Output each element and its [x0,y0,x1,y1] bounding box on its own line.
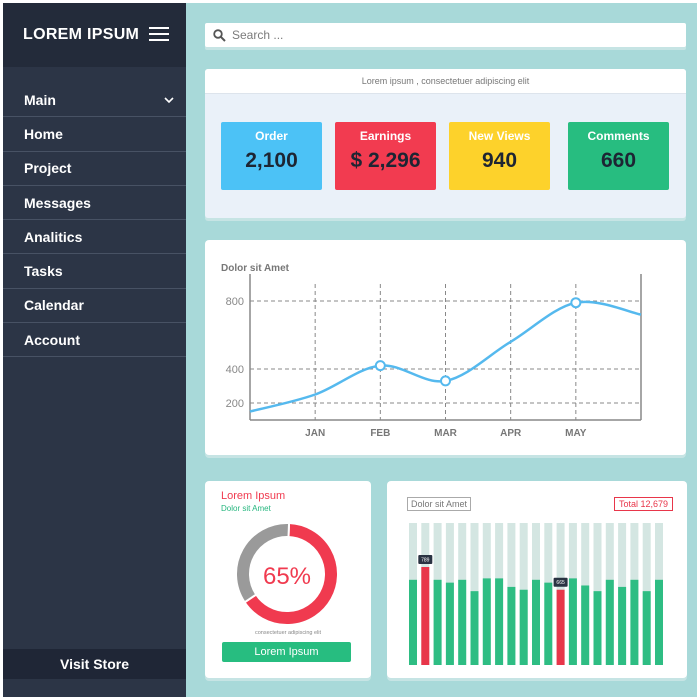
stat-value: 660 [600,149,637,172]
sidebar-item-label: Account [24,331,80,348]
bar [544,582,553,665]
stat-card-earnings[interactable]: Earnings $ 2,296 [335,122,436,190]
bar [409,579,417,665]
donut-subtitle: Dolor sit Amet [221,504,271,513]
bar [568,578,577,665]
data-point [374,360,386,372]
sidebar-item-label: Calendar [24,297,84,314]
visit-store-button[interactable]: Visit Store [3,649,186,679]
search-bar [205,23,686,47]
line-chart-title: Dolor sit Amet [221,263,289,274]
bar [581,585,590,665]
donut-action-button[interactable]: Lorem Ipsum [222,642,351,662]
bar-tooltip-label: 665 [556,580,565,586]
sidebar-item-label: Main [24,91,56,108]
sidebar-item-analitics[interactable]: Analitics [3,220,186,255]
x-tick-label: FEB [370,428,390,439]
chevron-down-icon [164,97,174,104]
sidebar-item-account[interactable]: Account [3,323,186,358]
bar [630,579,639,665]
bar [458,579,467,665]
donut-note: consectetuer adipiscing elit [254,630,322,636]
sidebar-item-label: Project [24,160,72,177]
donut-slice [235,522,291,604]
bar [618,586,627,665]
bar [655,579,663,665]
hamburger-menu-icon[interactable] [149,27,169,41]
bar [421,567,430,665]
y-tick-label: 200 [226,398,244,410]
stat-card-new-views[interactable]: New Views 940 [449,122,550,190]
stats-header: Lorem ipsum , consectetuer adipiscing el… [205,69,686,94]
stat-label: New Views [468,129,531,143]
stat-card-order[interactable]: Order 2,100 [221,122,322,190]
data-point [440,375,451,387]
sidebar-item-label: Home [24,125,63,142]
brand-title: LOREM IPSUM [23,26,140,43]
bar [519,589,528,665]
sidebar-nav: Main Home Project Messages Analitics Tas… [3,83,186,358]
line-chart-card: Dolor sit Amet JAN FEB MAR APR MAY 200 400 800 [205,240,686,455]
bar [556,589,565,665]
bar [532,579,540,665]
sidebar-item-label: Messages [24,194,91,211]
brand-bar: LOREM IPSUM [3,3,186,67]
data-point [570,297,582,309]
donut-chart: 65% [235,521,339,626]
bar-chart: 789 665 [409,523,663,665]
stat-label: Comments [587,129,650,143]
bar-tooltip [553,577,568,587]
x-tick-label: MAR [434,428,458,439]
bar [593,591,602,665]
x-tick-label: JAN [305,428,325,439]
bar [433,579,442,665]
y-tick-label: 400 [226,364,244,376]
bar-tooltip-label: 789 [421,558,430,564]
search-input[interactable] [232,28,672,42]
y-tick-label: 800 [226,296,244,308]
stat-label: Earnings [359,129,412,143]
bar-tooltip [418,555,433,565]
donut-percent-label: 65% [263,563,311,590]
stat-label: Order [255,129,288,143]
bar [605,579,614,665]
donut-card: Lorem Ipsum Dolor sit Amet 65% consectet… [205,481,371,678]
sidebar-item-label: Tasks [24,263,63,280]
stats-panel: Lorem ipsum , consectetuer adipiscing el… [205,69,686,218]
stat-card-comments[interactable]: Comments 660 [568,122,669,190]
bar [445,582,454,665]
dashboard: LOREM IPSUM Main Home Project Messages A… [3,3,697,697]
line-chart: JAN FEB MAR APR MAY 200 400 800 [226,274,642,439]
bar [642,591,651,665]
sidebar-item-project[interactable]: Project [3,152,186,186]
stat-value: 940 [481,149,518,172]
bar [495,578,504,665]
stat-value: 2,100 [245,149,298,172]
bar-chart-card: 789 665 Dolor sit Amet Total 12,679 [387,481,687,678]
search-icon [213,28,226,42]
bar [482,578,491,665]
stat-value: $ 2,296 [350,149,421,172]
x-tick-label: MAY [565,428,587,439]
donut-title: Lorem Ipsum [221,490,286,502]
sidebar: LOREM IPSUM Main Home Project Messages A… [3,3,186,697]
donut-slice [243,521,339,626]
sidebar-item-home[interactable]: Home [3,117,186,152]
sidebar-item-tasks[interactable]: Tasks [3,254,186,289]
sidebar-item-messages[interactable]: Messages [3,186,186,221]
sidebar-item-main[interactable]: Main [3,83,186,118]
bar [470,591,479,665]
sidebar-item-calendar[interactable]: Calendar [3,289,186,324]
bar-chart-title: Dolor sit Amet [407,497,472,511]
bar [507,586,516,665]
bar-chart-total: Total 12,679 [613,497,673,511]
x-tick-label: APR [500,428,522,439]
sidebar-item-label: Analitics [24,228,83,245]
